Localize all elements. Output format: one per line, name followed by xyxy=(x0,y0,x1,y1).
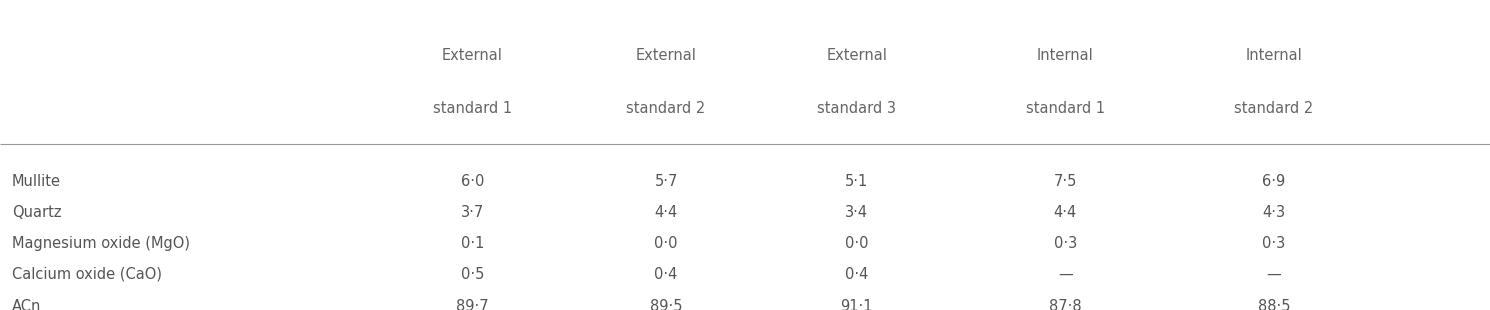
Text: 87·8: 87·8 xyxy=(1049,299,1082,310)
Text: External: External xyxy=(636,48,696,63)
Text: 89·5: 89·5 xyxy=(650,299,682,310)
Text: 3·7: 3·7 xyxy=(460,205,484,220)
Text: 6·9: 6·9 xyxy=(1262,174,1286,189)
Text: 4·3: 4·3 xyxy=(1262,205,1286,220)
Text: standard 1: standard 1 xyxy=(432,101,513,116)
Text: 0·0: 0·0 xyxy=(654,236,678,251)
Text: 5·7: 5·7 xyxy=(654,174,678,189)
Text: 5·1: 5·1 xyxy=(845,174,869,189)
Text: 0·3: 0·3 xyxy=(1053,236,1077,251)
Text: standard 2: standard 2 xyxy=(626,101,706,116)
Text: Mullite: Mullite xyxy=(12,174,61,189)
Text: standard 1: standard 1 xyxy=(1025,101,1106,116)
Text: 0·1: 0·1 xyxy=(460,236,484,251)
Text: 0·4: 0·4 xyxy=(845,267,869,282)
Text: Magnesium oxide (MgO): Magnesium oxide (MgO) xyxy=(12,236,189,251)
Text: 0·3: 0·3 xyxy=(1262,236,1286,251)
Text: Internal: Internal xyxy=(1246,48,1302,63)
Text: External: External xyxy=(443,48,502,63)
Text: 89·7: 89·7 xyxy=(456,299,489,310)
Text: 6·0: 6·0 xyxy=(460,174,484,189)
Text: ACn: ACn xyxy=(12,299,42,310)
Text: 91·1: 91·1 xyxy=(840,299,873,310)
Text: Quartz: Quartz xyxy=(12,205,61,220)
Text: External: External xyxy=(827,48,887,63)
Text: 3·4: 3·4 xyxy=(845,205,869,220)
Text: Internal: Internal xyxy=(1037,48,1094,63)
Text: standard 2: standard 2 xyxy=(1234,101,1314,116)
Text: —: — xyxy=(1058,267,1073,282)
Text: 4·4: 4·4 xyxy=(654,205,678,220)
Text: standard 3: standard 3 xyxy=(817,101,897,116)
Text: —: — xyxy=(1266,267,1281,282)
Text: 0·5: 0·5 xyxy=(460,267,484,282)
Text: 88·5: 88·5 xyxy=(1258,299,1290,310)
Text: 0·4: 0·4 xyxy=(654,267,678,282)
Text: 0·0: 0·0 xyxy=(845,236,869,251)
Text: Calcium oxide (CaO): Calcium oxide (CaO) xyxy=(12,267,162,282)
Text: 7·5: 7·5 xyxy=(1053,174,1077,189)
Text: 4·4: 4·4 xyxy=(1053,205,1077,220)
